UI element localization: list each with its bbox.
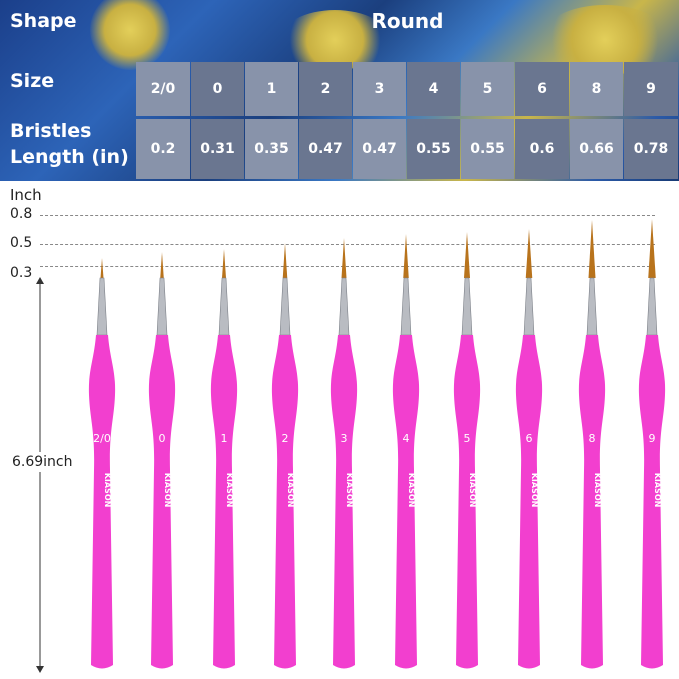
- length-arrow: [36, 277, 44, 673]
- length-cell: 0.2: [136, 119, 190, 179]
- length-cell: 0.6: [515, 119, 569, 179]
- bristle: [160, 252, 164, 278]
- bristle: [464, 232, 470, 278]
- brush-size-label: 8: [589, 432, 596, 445]
- size-cell: 6: [515, 62, 569, 116]
- length-cell: 0.35: [245, 119, 298, 179]
- ferrule: [218, 277, 230, 336]
- bristle: [282, 243, 288, 278]
- bristles-label-1: Bristles: [10, 120, 92, 142]
- brush-size-label: 9: [649, 432, 656, 445]
- tick-0-5: 0.5: [10, 235, 33, 251]
- size-cell: 0: [191, 62, 244, 116]
- size-cell: 8: [570, 62, 623, 116]
- brand-label: KIASON: [653, 473, 662, 508]
- brush-size-label: 1: [221, 432, 228, 445]
- bristle: [648, 219, 656, 278]
- brand-label: KIASON: [468, 473, 477, 508]
- size-cell: 9: [624, 62, 678, 116]
- tick-0-3: 0.3: [10, 265, 33, 281]
- brush-handle: [638, 335, 666, 669]
- length-cell: 0.78: [624, 119, 678, 179]
- handle-length-label: 6.69inch: [12, 452, 73, 472]
- ferrule: [523, 277, 535, 336]
- size-cell: 5: [461, 62, 514, 116]
- guide-line: [40, 215, 655, 216]
- brand-label: KIASON: [345, 473, 354, 508]
- brush-size-label: 2/0: [93, 432, 111, 445]
- ferrule: [586, 277, 598, 336]
- brush-handle: [515, 335, 543, 669]
- brush-handle: [392, 335, 420, 669]
- brand-label: KIASON: [407, 473, 416, 508]
- brush-size-label: 5: [464, 432, 471, 445]
- unit-label: Inch: [10, 186, 42, 204]
- size-label: Size: [10, 70, 55, 92]
- brush-handle: [271, 335, 299, 669]
- size-cell: 4: [407, 62, 460, 116]
- guide-line: [40, 244, 655, 245]
- brush-size-label: 4: [403, 432, 410, 445]
- brand-label: KIASON: [286, 473, 295, 508]
- ferrule: [646, 277, 658, 336]
- size-cell: 2/0: [136, 62, 190, 116]
- length-cell: 0.66: [570, 119, 623, 179]
- brush-handle: [210, 335, 238, 669]
- length-cell: 0.31: [191, 119, 244, 179]
- ferrule: [96, 277, 108, 336]
- brush-size-label: 2: [282, 432, 289, 445]
- brush-size-label: 0: [159, 432, 166, 445]
- length-cell: 0.47: [353, 119, 406, 179]
- bristle: [588, 220, 596, 278]
- bristles-label-2: Length (in): [10, 146, 129, 168]
- brush-handle: [148, 335, 176, 669]
- length-cell: 0.55: [461, 119, 514, 179]
- brush-handle: [330, 335, 358, 669]
- length-cell: 0.47: [299, 119, 352, 179]
- brush-size-label: 3: [341, 432, 348, 445]
- brand-label: KIASON: [225, 473, 234, 508]
- ferrule: [400, 277, 412, 336]
- length-cell: 0.55: [407, 119, 460, 179]
- bristle: [222, 249, 226, 278]
- painting-swirl: [280, 10, 390, 70]
- brush-handle: [453, 335, 481, 669]
- tick-0-8: 0.8: [10, 206, 33, 222]
- bristle: [403, 234, 409, 278]
- bristle: [525, 229, 533, 278]
- shape-label: Shape: [10, 10, 77, 32]
- brand-label: KIASON: [593, 473, 602, 508]
- brand-label: KIASON: [163, 473, 172, 508]
- spec-table: Shape Round Size Bristles Length (in) 2/…: [0, 0, 679, 181]
- guide-line: [40, 266, 655, 267]
- painting-swirl: [90, 0, 170, 70]
- ferrule: [461, 277, 473, 336]
- brush-handle: [88, 335, 116, 669]
- brush-size-label: 6: [526, 432, 533, 445]
- size-cell: 1: [245, 62, 298, 116]
- ferrule: [279, 277, 291, 336]
- ferrule: [338, 277, 350, 336]
- bristle: [341, 238, 347, 278]
- shape-value: Round: [371, 9, 444, 33]
- size-cell: 3: [353, 62, 406, 116]
- ferrule: [156, 277, 168, 336]
- brush-handle: [578, 335, 606, 669]
- brand-label: KIASON: [530, 473, 539, 508]
- bristle: [100, 258, 104, 278]
- size-cell: 2: [299, 62, 352, 116]
- brand-label: KIASON: [103, 473, 112, 508]
